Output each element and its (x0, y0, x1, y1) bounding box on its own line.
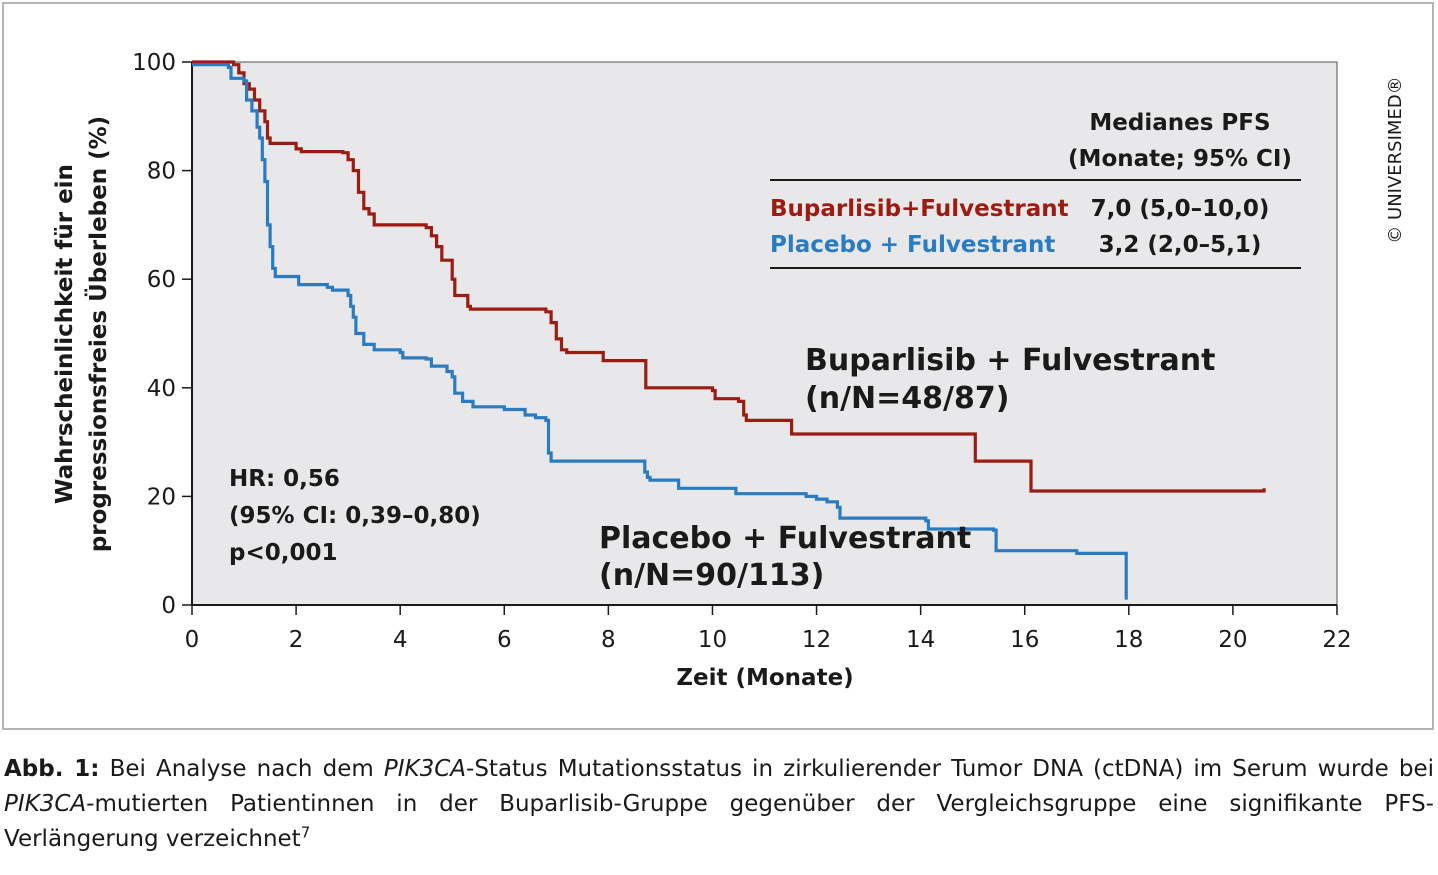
x-tick-label: 18 (1114, 627, 1143, 653)
x-tick-label: 14 (906, 627, 935, 653)
x-tick-label: 22 (1322, 627, 1351, 653)
y-axis-title-line2: progressionsfreies Überleben (%) (84, 116, 112, 552)
x-tick-label: 8 (601, 627, 616, 653)
caption-reference: 7 (300, 823, 311, 842)
figure-caption: Abb. 1: Bei Analyse nach dem PIK3CA-Stat… (4, 752, 1434, 857)
y-tick-label: 80 (147, 159, 176, 185)
y-tick-label: 40 (147, 376, 176, 402)
series-layer (192, 60, 1266, 600)
hr-annotation-line2: (95% CI: 0,39–0,80) (229, 503, 481, 529)
y-tick-label: 0 (161, 593, 176, 619)
x-tick-label: 2 (289, 627, 304, 653)
x-tick-label: 10 (698, 627, 727, 653)
caption-text-part2: -Status Mutationsstatus in zirkulierende… (466, 756, 1434, 782)
y-tick-label: 100 (132, 50, 176, 76)
plot-area (191, 61, 1338, 606)
caption-gene1: PIK3CA (383, 756, 467, 782)
caption-gene2: PIK3CA (4, 791, 87, 817)
median-pfs-table: Medianes PFS (Monate; 95% CI) Buparlisib… (770, 110, 1301, 269)
y-axis-ticks: 0 20 40 60 80 100 (132, 50, 192, 619)
series-line-buparlisib (192, 60, 1266, 493)
x-tick-label: 16 (1010, 627, 1039, 653)
x-tick-label: 20 (1218, 627, 1247, 653)
y-axis-title-line1: Wahrscheinlichkeit für ein (52, 164, 78, 504)
table-header-line1: Medianes PFS (1089, 110, 1270, 136)
series-n-placebo: (n/N=90/113) (599, 558, 824, 593)
table-row-value-placebo: 3,2 (2,0–5,1) (1099, 232, 1262, 258)
series-label-placebo: Placebo + Fulvestrant (599, 521, 971, 556)
caption-text-part1: Bei Analyse nach dem (99, 756, 384, 782)
km-chart: 0 2 4 6 8 10 12 14 16 18 20 22 0 20 40 60 80 100 Zeit (M… (52, 50, 1406, 691)
series-label-buparlisib: Buparlisib + Fulvestrant (805, 343, 1215, 378)
hr-annotation-line1: HR: 0,56 (229, 466, 340, 492)
caption-label: Abb. 1: (4, 756, 100, 782)
y-tick-label: 20 (147, 484, 176, 510)
table-row-label-buparlisib: Buparlisib+Fulvestrant (770, 196, 1069, 222)
x-tick-label: 6 (497, 627, 512, 653)
axes (191, 62, 1337, 606)
x-axis-ticks: 0 2 4 6 8 10 12 14 16 18 20 22 (185, 605, 1352, 653)
table-header-line2: (Monate; 95% CI) (1068, 146, 1292, 172)
x-tick-label: 4 (393, 627, 408, 653)
table-row-value-buparlisib: 7,0 (5,0–10,0) (1091, 196, 1270, 222)
x-tick-label: 12 (802, 627, 831, 653)
caption-text-part3: -mutierten Patientinnen in der Buparlisi… (4, 791, 1434, 852)
x-tick-label: 0 (185, 627, 200, 653)
table-row-label-placebo: Placebo + Fulvestrant (770, 232, 1055, 258)
series-line-placebo (192, 63, 1128, 600)
x-axis-title: Zeit (Monate) (676, 665, 853, 691)
y-tick-label: 60 (147, 267, 176, 293)
copyright-notice: © UNIVERSIMED® (1385, 76, 1406, 243)
series-n-buparlisib: (n/N=48/87) (805, 381, 1009, 416)
hr-annotation-line3: p<0,001 (229, 540, 338, 566)
